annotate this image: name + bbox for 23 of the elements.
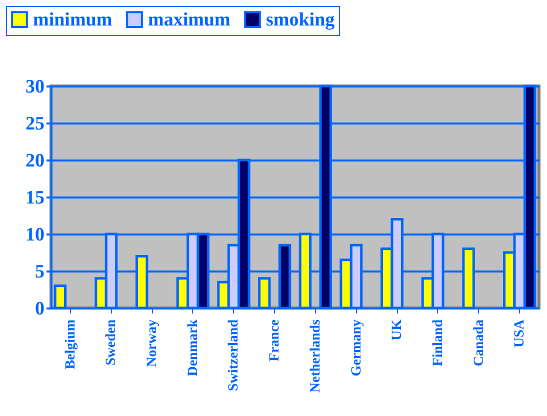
legend-label: maximum: [148, 10, 230, 31]
x-tick-label: Belgium: [63, 319, 78, 370]
y-tick-label: 5: [35, 262, 44, 282]
x-tick-label: France: [268, 320, 283, 362]
y-tick-label: 30: [26, 76, 44, 98]
x-tick-label: UK: [390, 319, 406, 340]
x-tick-label: Switzerland: [226, 319, 242, 392]
y-tick-label: 10: [26, 224, 44, 246]
y-tick-label: 15: [26, 188, 44, 208]
legend-label: smoking: [266, 10, 336, 31]
y-tick-label: 20: [26, 150, 44, 172]
x-tick-label: Sweden: [104, 319, 120, 366]
legend-label: minimum: [33, 10, 112, 31]
x-tick-label: Canada: [472, 320, 487, 366]
x-tick-label: Germany: [349, 320, 364, 376]
x-tick-label: USA: [512, 318, 528, 348]
x-tick-label: Netherlands: [308, 318, 324, 393]
y-tick-label: 0: [35, 298, 44, 320]
x-tick-label: Norway: [145, 320, 160, 367]
x-tick-label: Finland: [430, 319, 446, 366]
bar: [258, 277, 271, 310]
x-tick-label: Denmark: [186, 319, 201, 376]
y-tick-label: 25: [26, 114, 44, 134]
